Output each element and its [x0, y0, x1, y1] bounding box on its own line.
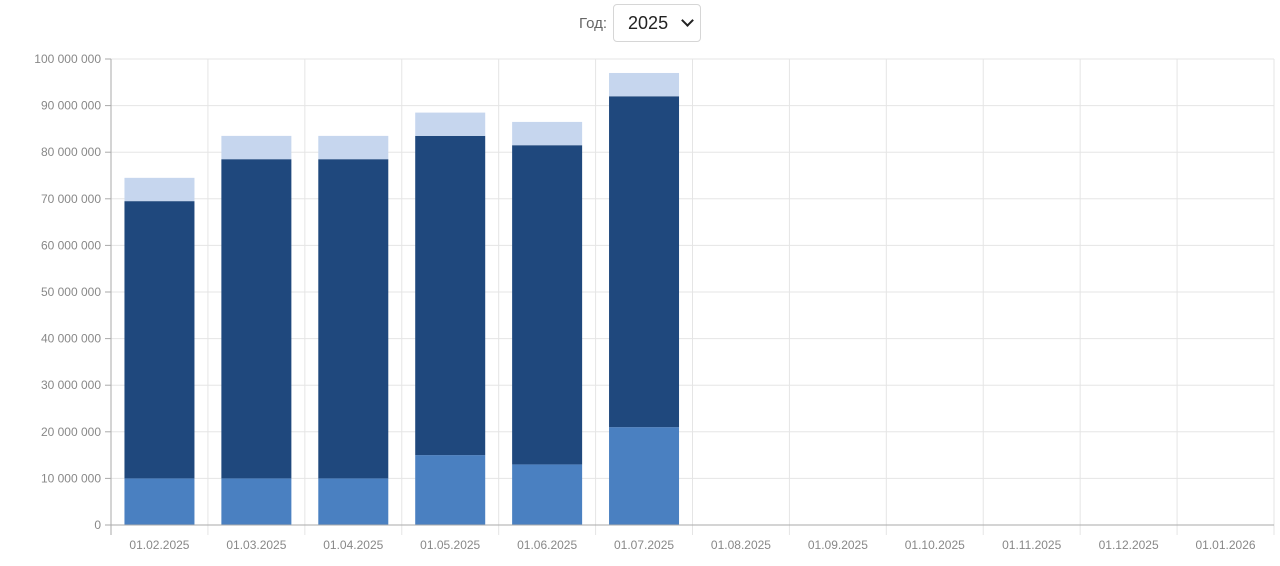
y-tick-label: 20 000 000 [41, 425, 101, 439]
bar-segment-series-2 [221, 159, 292, 479]
bar-segment-series-3 [318, 135, 389, 160]
x-tick-label: 01.04.2025 [323, 538, 383, 552]
y-tick-label: 100 000 000 [34, 52, 101, 66]
year-select[interactable]: 2025 [613, 4, 702, 42]
bar-segment-series-3 [609, 72, 680, 97]
bar-segment-series-2 [512, 145, 583, 465]
bar-segment-series-2 [318, 159, 389, 479]
x-tick-label: 01.05.2025 [420, 538, 480, 552]
x-tick-label: 01.08.2025 [711, 538, 771, 552]
y-tick-label: 80 000 000 [41, 145, 101, 159]
y-tick-label: 0 [94, 518, 101, 532]
x-tick-label: 01.07.2025 [614, 538, 674, 552]
bar-segment-series-3 [512, 121, 583, 146]
bar-segment-series-1 [512, 464, 583, 525]
bar-segment-series-1 [318, 478, 389, 525]
x-tick-label: 01.02.2025 [129, 538, 189, 552]
x-tick-label: 01.09.2025 [808, 538, 868, 552]
bar-segment-series-1 [415, 455, 486, 525]
bar-segment-series-3 [415, 112, 486, 136]
bar-segment-series-3 [221, 135, 292, 160]
y-tick-label: 70 000 000 [41, 192, 101, 206]
bar-segment-series-2 [124, 201, 195, 479]
y-tick-label: 30 000 000 [41, 378, 101, 392]
bar-segment-series-1 [221, 478, 292, 525]
year-select-value: 2025 [628, 12, 669, 33]
bar-segment-series-2 [609, 96, 680, 428]
x-tick-label: 01.10.2025 [905, 538, 965, 552]
bar-segment-series-1 [124, 478, 195, 525]
x-tick-label: 01.03.2025 [226, 538, 286, 552]
y-tick-label: 10 000 000 [41, 471, 101, 485]
bar-segment-series-1 [609, 427, 680, 525]
year-filter-label: Год: [578, 14, 608, 32]
y-tick-label: 60 000 000 [41, 238, 101, 252]
y-tick-label: 40 000 000 [41, 332, 101, 346]
x-tick-label: 01.01.2026 [1196, 538, 1256, 552]
bar-segment-series-2 [415, 135, 486, 456]
x-tick-label: 01.12.2025 [1099, 538, 1159, 552]
y-tick-label: 90 000 000 [41, 99, 101, 113]
year-filter: Год: 2025 [0, 4, 1280, 42]
y-tick-label: 50 000 000 [41, 285, 101, 299]
bar-segment-series-3 [124, 177, 195, 202]
x-tick-label: 01.11.2025 [1002, 538, 1061, 552]
x-tick-label: 01.06.2025 [517, 538, 577, 552]
